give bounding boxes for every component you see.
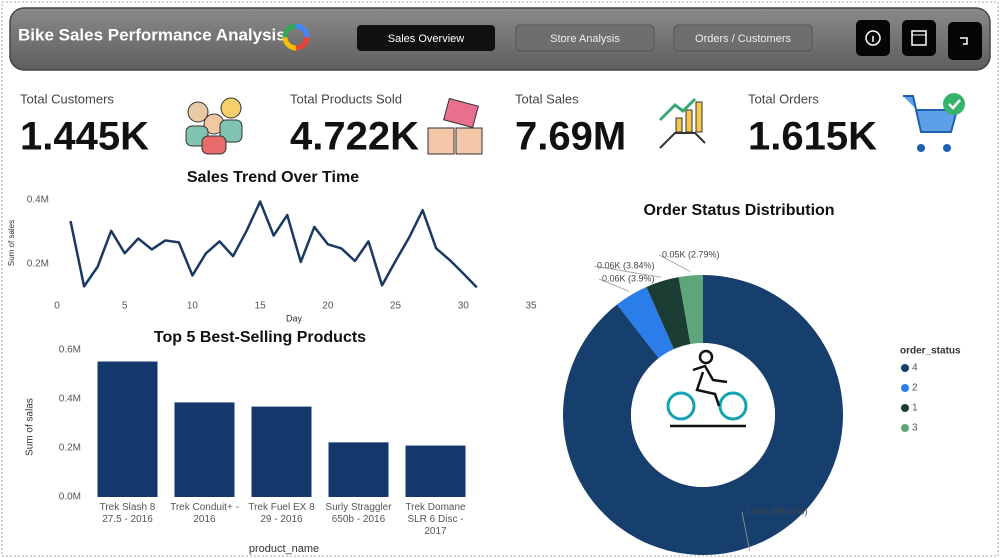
legend-label: 2 (912, 383, 918, 394)
kpi-label: Total Sales (515, 91, 579, 106)
legend-swatch (901, 384, 909, 392)
donut-slice (562, 275, 843, 555)
donut-hole (631, 343, 775, 487)
donut-slice (617, 286, 674, 359)
back-button[interactable] (948, 22, 982, 60)
x-tick-label-box: Trek Conduit+ - 2016 (170, 502, 239, 525)
x-tick-label-box: Trek Slash 8 27.5 - 2016 (99, 502, 156, 525)
bar (328, 442, 389, 497)
x-tick-label-box: Trek Fuel EX 8 29 - 2016 (248, 502, 315, 525)
tab-label[interactable]: Sales Overview (388, 33, 464, 45)
y-tick-label: 0.2M (27, 259, 49, 270)
tab-button[interactable] (673, 24, 813, 52)
tab-label[interactable]: Store Analysis (550, 33, 620, 45)
bar (174, 402, 235, 497)
x-tick-label: Trek Domane SLR 6 Disc - 2017 (405, 502, 466, 537)
x-tick-label-box: Surly Straggler 650b - 2016 (325, 502, 392, 525)
donut-slice (646, 277, 691, 350)
y-tick-label: 0.4M (27, 194, 49, 205)
legend-label: 4 (912, 363, 918, 374)
kpi-value: 7.69M (515, 115, 626, 159)
x-tick-label: 25 (390, 301, 402, 312)
x-tick-label: 35 (525, 301, 537, 312)
tab-button[interactable] (515, 24, 655, 52)
kpi-label: Total Orders (748, 91, 819, 106)
info-button[interactable] (856, 20, 890, 56)
logo (282, 23, 310, 51)
bar (405, 445, 466, 497)
kpi-value: 1.615K (748, 115, 877, 159)
leader-line (658, 254, 691, 272)
x-tick-label: Trek Slash 8 27.5 - 2016 (99, 502, 156, 525)
header-bar (9, 7, 991, 71)
x-axis-label: Day (286, 313, 303, 323)
legend-swatch (901, 424, 909, 432)
x-tick-label: Trek Conduit+ - 2016 (170, 502, 239, 525)
legend-title: order_status (900, 346, 961, 357)
y-tick-label: 0.2M (59, 443, 81, 454)
leader-line (593, 265, 662, 278)
legend-swatch (901, 364, 909, 372)
bar (251, 406, 312, 497)
x-tick-label: 20 (322, 301, 334, 312)
y-tick-label: 0.0M (59, 492, 81, 503)
tab-button[interactable] (357, 25, 495, 51)
chart-title: Top 5 Best-Selling Products (154, 329, 366, 346)
kpi-label: Total Customers (20, 91, 114, 106)
header-title: Bike Sales Performance Analysis (18, 25, 286, 44)
y-axis-label: Sum of sales (7, 220, 16, 266)
legend-swatch (901, 404, 909, 412)
leader-line (741, 511, 751, 552)
x-tick-label: Trek Fuel EX 8 29 - 2016 (248, 502, 315, 525)
x-tick-label: 5 (122, 301, 128, 312)
kpi-label: Total Products Sold (290, 91, 402, 106)
leader-line (598, 278, 630, 292)
donut-center-icon (666, 349, 748, 428)
x-tick-label-box: Trek Domane SLR 6 Disc - 2017 (405, 502, 466, 537)
kpi-value: 4.722K (290, 115, 419, 159)
x-tick-label: 0 (54, 301, 60, 312)
y-tick-label: 0.4M (59, 394, 81, 405)
x-tick-label: Surly Straggler 650b - 2016 (325, 502, 392, 525)
bar (97, 361, 158, 497)
legend-label: 1 (912, 403, 918, 414)
chart-title: Sales Trend Over Time (187, 169, 359, 186)
donut-slice (678, 275, 703, 345)
x-tick-label: 10 (187, 301, 199, 312)
data-label: 0.06K (3.84%) (597, 260, 655, 270)
x-axis-label: product_name (249, 543, 319, 555)
data-label: 1.45K (89.47%) (745, 506, 808, 516)
data-label: 0.06K (3.9%) (602, 273, 655, 283)
legend-label: 3 (912, 423, 918, 434)
kpi-icons (185, 93, 965, 155)
report-button[interactable] (902, 20, 936, 56)
kpi-value: 1.445K (20, 115, 149, 159)
y-tick-label: 0.6M (59, 345, 81, 356)
x-tick-label: 30 (458, 301, 470, 312)
data-label: 0.05K (2.79%) (662, 249, 720, 259)
chart-title: Order Status Distribution (643, 202, 834, 219)
sales-line (69, 200, 478, 289)
y-axis-label: Sum of salas (25, 398, 36, 456)
x-tick-label: 15 (255, 301, 267, 312)
tab-label[interactable]: Orders / Customers (695, 33, 791, 45)
